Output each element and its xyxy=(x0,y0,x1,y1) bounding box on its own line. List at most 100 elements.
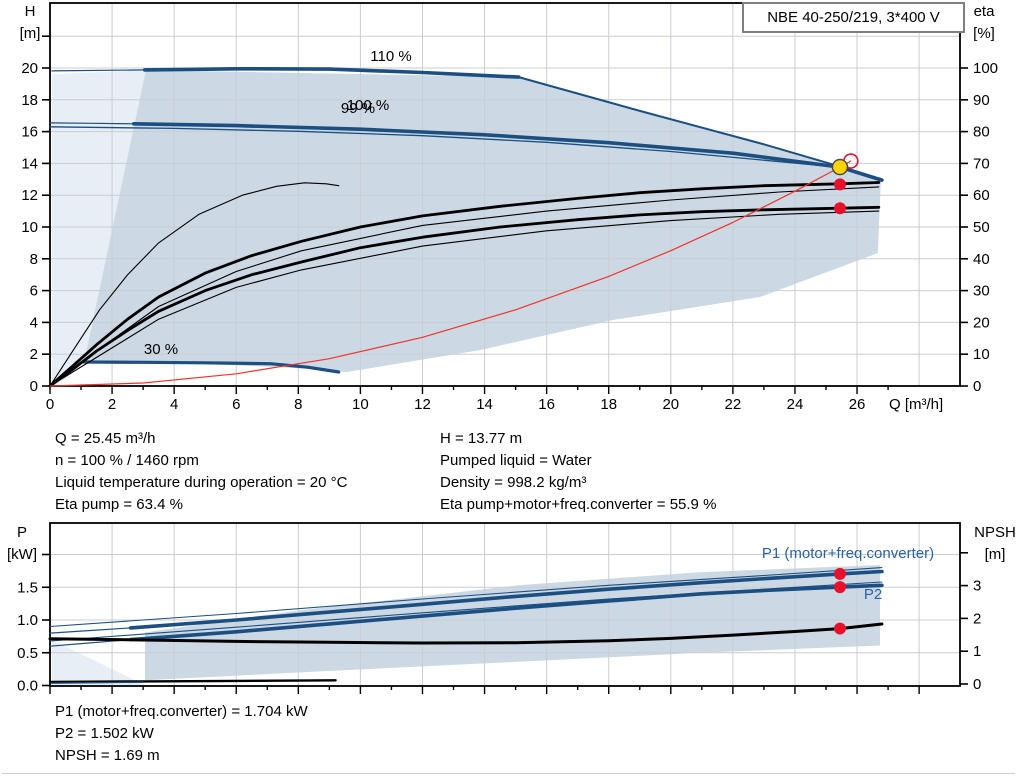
extended-operating-area xyxy=(51,70,146,386)
info-line-speed: n = 100 % / 1460 rpm xyxy=(55,452,199,469)
curve-99pct xyxy=(49,126,833,168)
curve-100pct-lead xyxy=(49,122,135,125)
info-line-eta-total: Eta pump+motor+freq.converter = 55.9 % xyxy=(440,496,717,513)
duty-info-right: H = 13.77 m Pumped liquid = Water Densit… xyxy=(440,428,716,516)
p-low-blue xyxy=(50,681,144,684)
qh-eta-chart-left-tick-label: 10 xyxy=(21,219,38,236)
qh-eta-chart-left-axis-title: H xyxy=(25,3,36,20)
eta-reduced-speed-arc xyxy=(49,182,340,387)
qh-eta-chart-right-tick-label: 70 xyxy=(973,155,990,172)
pump-model-title: NBE 40-250/219, 3*400 V xyxy=(767,9,940,26)
label-p1: P1 (motor+freq.converter) xyxy=(762,545,934,562)
qh-eta-chart-right-tick-label: 100 xyxy=(973,60,998,77)
label-p2: P2 xyxy=(864,586,882,603)
qh-eta-chart-x-tick-label: 14 xyxy=(476,396,493,413)
qh-eta-chart-right-tick-label: 90 xyxy=(973,92,990,109)
qh-eta-chart-left-tick-label: 0 xyxy=(30,378,38,395)
curve-100pct xyxy=(132,122,884,182)
qh-eta-chart-x-tick-label: 8 xyxy=(294,396,302,413)
p2-point xyxy=(833,581,846,594)
p1-lead xyxy=(49,627,132,634)
qh-eta-chart-left-tick-label: 18 xyxy=(21,92,38,109)
pump-title-box: NBE 40-250/219, 3*400 V xyxy=(742,2,965,33)
qh-eta-chart-left-tick-label: 6 xyxy=(30,283,38,300)
duty-info-left: Q = 25.45 m³/h n = 100 % / 1460 rpm Liqu… xyxy=(55,428,347,516)
power-npsh-chart-left-axis-title: P xyxy=(17,524,27,541)
system-curve xyxy=(49,160,852,387)
power-npsh-chart-right-axis-title: NPSH xyxy=(974,524,1016,541)
qh-eta-chart-left-tick-label: 12 xyxy=(21,187,38,204)
eta-pump-curve xyxy=(48,181,881,388)
info-line-p2: P2 = 1.502 kW xyxy=(55,725,154,742)
qh-eta-chart-right-tick-label: 50 xyxy=(973,219,990,236)
qh-eta-chart-x-tick-label: 10 xyxy=(352,396,369,413)
power-npsh-chart-left-tick-label: 0.5 xyxy=(17,645,38,662)
qh-eta-chart-x-tick-label: 22 xyxy=(725,396,742,413)
eta-pump-thin xyxy=(49,186,880,387)
label-100pct: 100 % xyxy=(347,97,390,114)
label-110pct: 110 % xyxy=(370,48,411,65)
info-line-liquid: Pumped liquid = Water xyxy=(440,452,592,469)
eta-total-point xyxy=(833,202,846,215)
p1-aux-curve xyxy=(49,567,883,628)
qh-eta-chart-x-tick-label: 6 xyxy=(232,396,240,413)
power-npsh-chart-right-tick-label: 2 xyxy=(973,610,981,627)
qh-eta-chart-right-tick-label: 0 xyxy=(973,378,981,395)
info-line-temperature: Liquid temperature during operation = 20… xyxy=(55,474,348,491)
info-line-q: Q = 25.45 m³/h xyxy=(55,430,156,447)
qh-eta-chart-right-tick-label: 40 xyxy=(973,251,990,268)
qh-eta-chart-x-tick-label: 18 xyxy=(600,396,617,413)
qh-eta-chart-left-tick-label: 14 xyxy=(21,155,38,172)
bottom-divider xyxy=(2,773,1015,774)
power-npsh-chart-left-tick-label: 1.0 xyxy=(17,612,38,629)
qh-eta-chart-right-tick-label: 80 xyxy=(973,124,990,141)
duty-point xyxy=(831,158,849,176)
qh-eta-chart-x-tick-label: 0 xyxy=(46,396,54,413)
power-npsh-chart-frame xyxy=(49,522,961,687)
power-npsh-chart-right-tick-label: 3 xyxy=(973,578,981,595)
npsh-curve xyxy=(48,622,884,645)
qh-eta-chart-right-tick-label: 10 xyxy=(973,346,990,363)
qh-eta-chart-x-tick-label: 2 xyxy=(108,396,116,413)
power-npsh-chart-left-tick-label: 0.0 xyxy=(17,678,38,695)
qh-eta-chart-right-axis-title: [%] xyxy=(973,25,995,42)
power-npsh-chart-left-axis-title: [kW] xyxy=(7,546,37,563)
qh-eta-chart-left-tick-label: 16 xyxy=(21,124,38,141)
qh-eta-chart-x-tick-label: 16 xyxy=(538,396,555,413)
qh-eta-chart-left-tick-label: 8 xyxy=(30,251,38,268)
curve-110pct xyxy=(142,67,521,79)
qh-eta-chart-x-tick-label: 12 xyxy=(414,396,431,413)
info-line-density: Density = 998.2 kg/m³ xyxy=(440,474,587,491)
eta-total-curve xyxy=(48,205,881,388)
allowed-operating-area xyxy=(84,70,881,372)
power-info: P1 (motor+freq.converter) = 1.704 kW P2 … xyxy=(55,701,308,767)
qh-eta-chart-right-tick-label: 20 xyxy=(973,314,990,331)
power-npsh-chart-right-axis-title: [m] xyxy=(985,546,1006,563)
npsh-point xyxy=(833,622,846,635)
info-line-head: H = 13.77 m xyxy=(440,430,523,447)
curve-30pct xyxy=(82,360,341,374)
qh-eta-chart-x-tick-label: 24 xyxy=(787,396,804,413)
p1-point xyxy=(833,567,846,580)
qh-eta-chart-x-tick-label: 26 xyxy=(849,396,866,413)
qh-eta-chart-left-tick-label: 20 xyxy=(21,60,38,77)
qh-eta-chart-x-tick-label: 20 xyxy=(662,396,679,413)
power-npsh-chart-left-tick-label: 1.5 xyxy=(17,579,38,596)
qh-eta-chart-x-axis-title: Q [m³/h] xyxy=(889,396,943,413)
eta-total-thin xyxy=(49,210,880,387)
power-npsh-chart-right-tick-label: 0 xyxy=(973,676,981,693)
qh-eta-chart-left-axis-title: [m] xyxy=(20,25,41,42)
eta-pump-point xyxy=(833,178,846,191)
power-area-light xyxy=(51,640,145,686)
p1-curve xyxy=(128,569,884,630)
info-line-p1: P1 (motor+freq.converter) = 1.704 kW xyxy=(55,703,308,720)
qh-eta-chart-left-tick-label: 4 xyxy=(30,314,38,331)
qh-eta-chart-right-axis-title: eta xyxy=(974,3,996,20)
qh-eta-chart-left-tick-label: 2 xyxy=(30,346,38,363)
qh-eta-chart-right-tick-label: 30 xyxy=(973,283,990,300)
power-area-dark xyxy=(145,565,880,681)
curve-110pct-limit xyxy=(517,76,841,168)
p2-curve xyxy=(128,583,884,642)
